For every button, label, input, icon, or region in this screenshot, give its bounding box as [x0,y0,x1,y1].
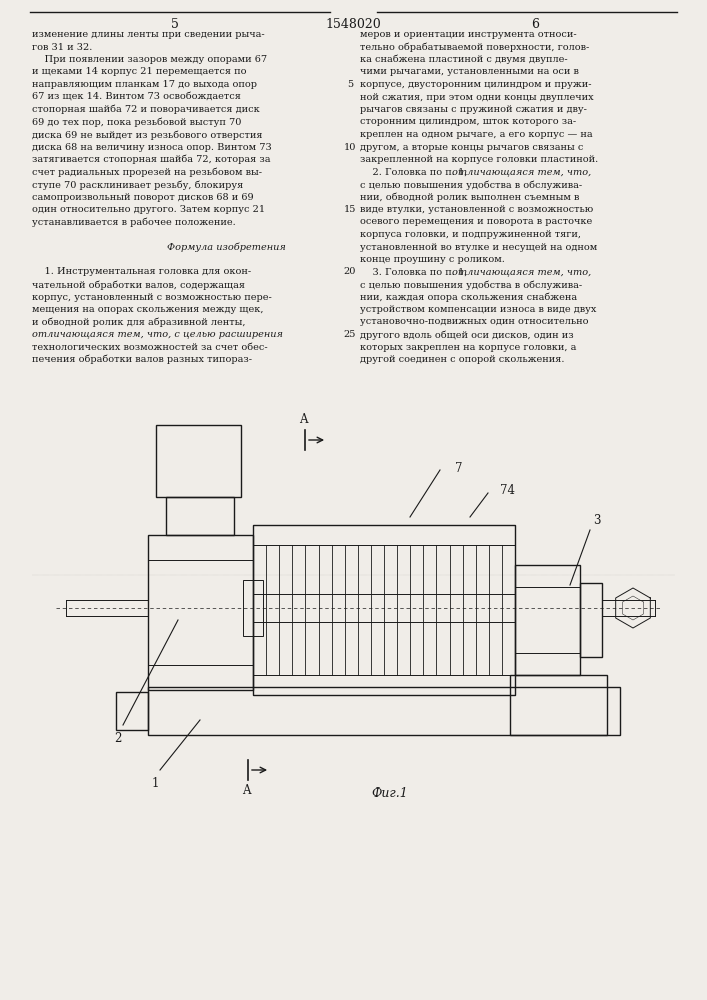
Text: A: A [299,413,308,426]
Bar [148,535,253,690]
Text: сторонним цилиндром, шток которого за-: сторонним цилиндром, шток которого за- [360,117,576,126]
Bar [253,675,515,695]
Text: гов 31 и 32.: гов 31 и 32. [32,42,93,51]
Text: конце проушину с роликом.: конце проушину с роликом. [360,255,505,264]
Text: При появлении зазоров между опорами 67: При появлении зазоров между опорами 67 [32,55,267,64]
Text: диска 68 на величину износа опор. Винтом 73: диска 68 на величину износа опор. Винтом… [32,142,271,151]
Text: с целью повышения удобства в обслужива-: с целью повышения удобства в обслужива- [360,180,582,190]
Text: 2. Головка по п. 1,: 2. Головка по п. 1, [360,167,470,176]
Bar [510,675,607,735]
Text: виде втулки, установленной с возможностью: виде втулки, установленной с возможность… [360,205,593,214]
Text: которых закреплен на корпусе головки, а: которых закреплен на корпусе головки, а [360,342,576,352]
Text: установочно-подвижных один относительно: установочно-подвижных один относительно [360,318,588,326]
Text: рычагов связаны с пружиной сжатия и дву-: рычагов связаны с пружиной сжатия и дву- [360,105,587,114]
Text: затягивается стопорная шайба 72, которая за: затягивается стопорная шайба 72, которая… [32,155,271,164]
Text: 3. Головка по п. 1,: 3. Головка по п. 1, [360,267,470,276]
Text: креплен на одном рычаге, а его корпус — на: креплен на одном рычаге, а его корпус — … [360,130,592,139]
Text: отличающаяся тем, что,: отличающаяся тем, что, [452,267,592,276]
Text: ступе 70 расклинивает резьбу, блокируя: ступе 70 расклинивает резьбу, блокируя [32,180,243,190]
Text: 10: 10 [344,142,356,151]
Text: 15: 15 [344,205,356,214]
Text: 67 из щек 14. Винтом 73 освобождается: 67 из щек 14. Винтом 73 освобождается [32,93,241,102]
Text: 5: 5 [171,18,179,31]
Text: корпусе, двусторонним цилиндром и пружи-: корпусе, двусторонним цилиндром и пружи- [360,80,592,89]
Text: мещения на опорах скольжения между щек,: мещения на опорах скольжения между щек, [32,305,264,314]
Text: самопроизвольный поворот дисков 68 и 69: самопроизвольный поворот дисков 68 и 69 [32,192,254,202]
Text: 3: 3 [593,514,600,527]
Text: технологических возможностей за счет обес-: технологических возможностей за счет обе… [32,342,268,352]
Bar [148,687,620,735]
Text: ка снабжена пластиной с двумя двупле-: ка снабжена пластиной с двумя двупле- [360,55,568,64]
Text: 25: 25 [344,330,356,339]
Text: устанавливается в рабочее положение.: устанавливается в рабочее положение. [32,218,235,227]
Text: корпус, установленный с возможностью пере-: корпус, установленный с возможностью пер… [32,292,271,302]
Text: 1. Инструментальная головка для окон-: 1. Инструментальная головка для окон- [32,267,251,276]
Text: 20: 20 [344,267,356,276]
Text: 7: 7 [455,462,462,475]
Text: нии, обводной ролик выполнен съемным в: нии, обводной ролик выполнен съемным в [360,192,579,202]
Text: другого вдоль общей оси дисков, один из: другого вдоль общей оси дисков, один из [360,330,573,340]
Text: направляющим планкам 17 до выхода опор: направляющим планкам 17 до выхода опор [32,80,257,89]
Bar [243,580,263,636]
Text: корпуса головки, и подпружиненной тяги,: корпуса головки, и подпружиненной тяги, [360,230,581,239]
Text: 6: 6 [531,18,539,31]
Text: чими рычагами, установленными на оси в: чими рычагами, установленными на оси в [360,68,579,77]
Text: нии, каждая опора скольжения снабжена: нии, каждая опора скольжения снабжена [360,292,577,302]
Bar [116,692,148,730]
Text: установленной во втулке и несущей на одном: установленной во втулке и несущей на одн… [360,242,597,251]
Text: счет радиальных прорезей на резьбовом вы-: счет радиальных прорезей на резьбовом вы… [32,167,262,177]
Text: отличающаяся тем, что,: отличающаяся тем, что, [452,167,592,176]
Text: меров и ориентации инструмента относи-: меров и ориентации инструмента относи- [360,30,577,39]
Text: один относительно другого. Затем корпус 21: один относительно другого. Затем корпус … [32,205,265,214]
Text: 1: 1 [151,777,158,790]
Text: диска 69 не выйдет из резьбового отверстия: диска 69 не выйдет из резьбового отверст… [32,130,262,139]
Text: чательной обработки валов, содержащая: чательной обработки валов, содержащая [32,280,245,290]
Text: другой соединен с опорой скольжения.: другой соединен с опорой скольжения. [360,355,564,364]
Text: печения обработки валов разных типораз-: печения обработки валов разных типораз- [32,355,252,364]
Bar [515,565,580,675]
Text: 2: 2 [115,732,122,745]
Bar [156,425,241,497]
Text: и щеками 14 корпус 21 перемещается по: и щеками 14 корпус 21 перемещается по [32,68,247,77]
Text: с целью повышения удобства в обслужива-: с целью повышения удобства в обслужива- [360,280,582,290]
Text: закрепленной на корпусе головки пластиной.: закрепленной на корпусе головки пластино… [360,155,598,164]
Text: другом, а вторые концы рычагов связаны с: другом, а вторые концы рычагов связаны с [360,142,583,151]
Text: изменение длины ленты при сведении рыча-: изменение длины ленты при сведении рыча- [32,30,264,39]
Text: Фиг.1: Фиг.1 [372,787,409,800]
Text: осевого перемещения и поворота в расточке: осевого перемещения и поворота в расточк… [360,218,592,227]
Bar [166,497,234,535]
Text: и обводной ролик для абразивной ленты,: и обводной ролик для абразивной ленты, [32,318,245,327]
Text: 74: 74 [500,485,515,497]
Text: 1548020: 1548020 [325,18,381,31]
Text: A: A [242,784,250,797]
Text: отличающаяся тем, что, с целью расширения: отличающаяся тем, что, с целью расширени… [32,330,283,339]
Bar [253,525,515,695]
Text: стопорная шайба 72 и поворачивается диск: стопорная шайба 72 и поворачивается диск [32,105,259,114]
Text: 69 до тех пор, пока резьбовой выступ 70: 69 до тех пор, пока резьбовой выступ 70 [32,117,241,127]
Text: тельно обрабатываемой поверхности, голов-: тельно обрабатываемой поверхности, голов… [360,42,589,52]
Text: 5: 5 [347,80,353,89]
Bar [580,583,602,657]
Bar [253,525,515,545]
Text: устройством компенсации износа в виде двух: устройством компенсации износа в виде дв… [360,305,597,314]
Text: ной сжатия, при этом одни концы двуплечих: ной сжатия, при этом одни концы двуплечи… [360,93,594,102]
Text: Формула изобретения: Формула изобретения [167,242,286,252]
